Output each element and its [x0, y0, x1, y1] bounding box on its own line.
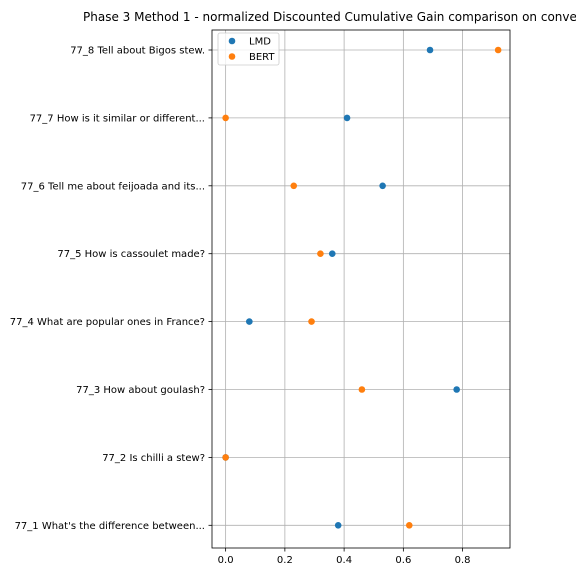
y-tick-label: 77_8 Tell about Bigos stew.: [70, 46, 205, 57]
legend: LMD BERT: [217, 32, 280, 66]
data-point-bert: [222, 454, 229, 461]
y-tick-label: 77_5 How is cassoulet made?: [57, 249, 205, 260]
data-point-bert: [317, 250, 324, 257]
y-tick-label: 77_1 What's the difference between...: [15, 521, 205, 532]
data-point-lmd: [453, 386, 460, 393]
y-tick-label: 77_3 How about goulash?: [76, 385, 205, 396]
data-point-bert: [405, 522, 413, 529]
legend-marker-lmd: [228, 37, 236, 45]
x-tick-label: 0.4: [336, 555, 352, 566]
y-axis: 77_8 Tell about Bigos stew. 77_7 How is i…: [10, 46, 212, 532]
chart-title: Phase 3 Method 1 - normalized Discounted…: [83, 10, 576, 24]
plot-frame: [211, 29, 511, 549]
data-point-bert: [308, 318, 315, 325]
data-point-bert: [222, 114, 229, 122]
x-axis: 0.0 0.2 0.4 0.6 0.8: [218, 548, 471, 566]
legend-label-lmd: LMD: [249, 37, 271, 48]
data-point-bert: [358, 386, 366, 393]
data-point-lmd: [426, 46, 434, 54]
data-point-lmd: [246, 318, 253, 325]
x-tick-label: 0.6: [395, 555, 411, 566]
data-point-lmd: [343, 114, 351, 122]
data-point-bert: [290, 182, 298, 190]
x-tick-label: 0.8: [455, 555, 471, 566]
data-point-bert: [494, 46, 502, 54]
x-tick-label: 0.2: [277, 555, 293, 566]
legend-label-bert: BERT: [249, 52, 275, 63]
grid-lines: [212, 30, 510, 548]
y-tick-label: 77_6 Tell me about feijoada and its...: [21, 181, 205, 192]
legend-marker-bert: [228, 53, 236, 60]
y-tick-label: 77_7 How is it similar or different...: [30, 113, 205, 124]
data-point-lmd: [379, 182, 386, 190]
y-tick-label: 77_2 Is chilli a stew?: [102, 453, 205, 464]
x-tick-label: 0.0: [218, 555, 234, 566]
data-point-lmd: [334, 522, 342, 529]
y-tick-label: 77_4 What are popular ones in France?: [10, 317, 205, 328]
data-points: [222, 46, 502, 529]
data-point-lmd: [328, 250, 336, 257]
